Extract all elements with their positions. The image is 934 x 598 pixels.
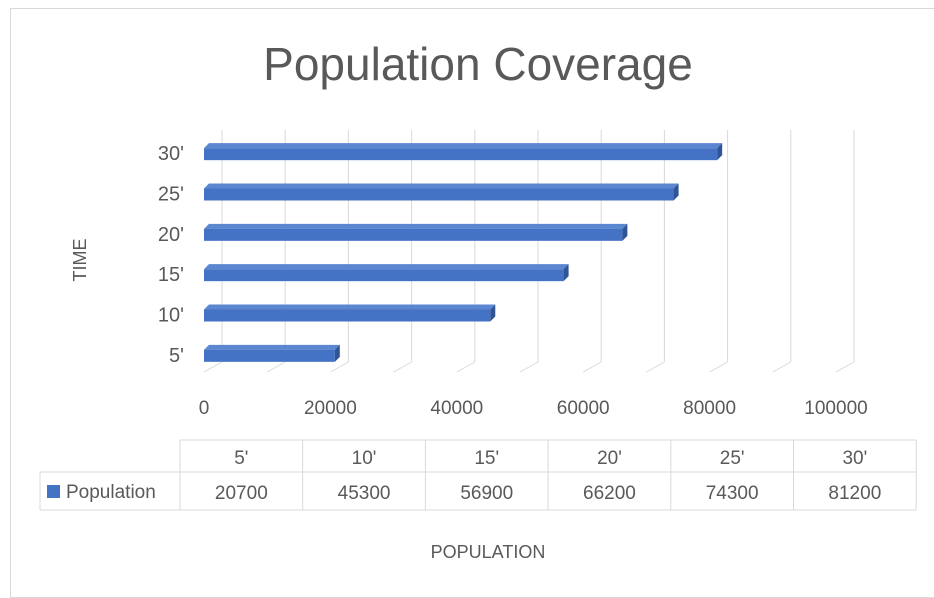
bar-front <box>204 148 718 161</box>
gridline-floor <box>646 361 665 373</box>
bar-0 <box>204 344 340 362</box>
table-header-cell: 5' <box>234 448 248 469</box>
bar-end <box>563 264 569 282</box>
y-tick-label: 15' <box>158 264 184 286</box>
bar-end <box>673 183 679 201</box>
table-value-cell: 20700 <box>215 483 268 504</box>
gridline-floor <box>772 361 792 373</box>
x-tick-label: 80000 <box>683 398 736 419</box>
bar-4 <box>204 183 679 201</box>
gridline-floor <box>519 361 539 373</box>
y-tick-label: 10' <box>158 305 184 327</box>
y-axis-label: TIME <box>70 239 90 282</box>
x-tick-labels: 0 20000 40000 60000 80000 100000 <box>199 398 868 419</box>
table-header-cell: 25' <box>720 448 745 469</box>
bar-end <box>490 304 496 322</box>
bar-top <box>204 223 628 229</box>
bar-end <box>717 143 723 161</box>
gridlines <box>203 130 855 373</box>
bar-front <box>204 309 491 322</box>
table-header-cell: 20' <box>597 448 622 469</box>
table-value-cell: 45300 <box>338 483 391 504</box>
bar-front <box>204 188 674 201</box>
x-tick-label: 0 <box>199 398 210 419</box>
table-header-cell: 10' <box>352 448 377 469</box>
bars <box>204 143 723 362</box>
table-header-cell: 30' <box>842 448 867 469</box>
bar-end <box>622 223 628 241</box>
x-tick-label: 20000 <box>304 398 357 419</box>
table-header-cell: 15' <box>474 448 499 469</box>
bar-2 <box>204 264 569 282</box>
gridline-floor <box>582 361 602 373</box>
x-tick-label: 60000 <box>557 398 610 419</box>
y-tick-label: 30' <box>158 143 184 165</box>
gridline-floor <box>203 361 223 373</box>
gridline-floor <box>330 361 349 373</box>
bar-top <box>204 183 679 189</box>
data-table: 5' 20700 10' 45300 15' 56900 20' 66200 25' 74300 3… <box>39 439 917 511</box>
bar-top <box>204 344 340 350</box>
x-tick-label: 100000 <box>804 398 867 419</box>
x-axis-label: POPULATION <box>431 542 546 562</box>
y-tick-label: 5' <box>169 345 184 367</box>
y-tick-label: 20' <box>158 224 184 246</box>
y-tick-labels: 5' 10' 15' 20' 25' 30' <box>158 143 184 367</box>
legend-swatch <box>47 485 60 498</box>
gridline-floor <box>835 361 855 373</box>
gridline-floor <box>266 361 286 373</box>
table-value-cell: 56900 <box>460 483 513 504</box>
table-value-cell: 81200 <box>828 483 881 504</box>
bar-top <box>204 264 569 270</box>
bar-front <box>204 269 564 282</box>
y-tick-label: 25' <box>158 184 184 206</box>
legend-label: Population <box>66 482 156 503</box>
bar-top <box>204 143 723 149</box>
chart-title: Population Coverage <box>263 38 693 90</box>
bar-top <box>204 304 496 310</box>
bar-1 <box>204 304 496 322</box>
table-value-cell: 74300 <box>706 483 759 504</box>
gridline-floor <box>393 361 412 373</box>
gridline-floor <box>709 361 728 373</box>
bar-5 <box>204 143 723 161</box>
bar-front <box>204 228 623 241</box>
bar-end <box>334 344 340 362</box>
table-value-cell: 66200 <box>583 483 636 504</box>
bar-3 <box>204 223 628 241</box>
gridline-floor <box>456 361 476 373</box>
x-tick-label: 40000 <box>430 398 483 419</box>
bar-front <box>204 349 335 362</box>
